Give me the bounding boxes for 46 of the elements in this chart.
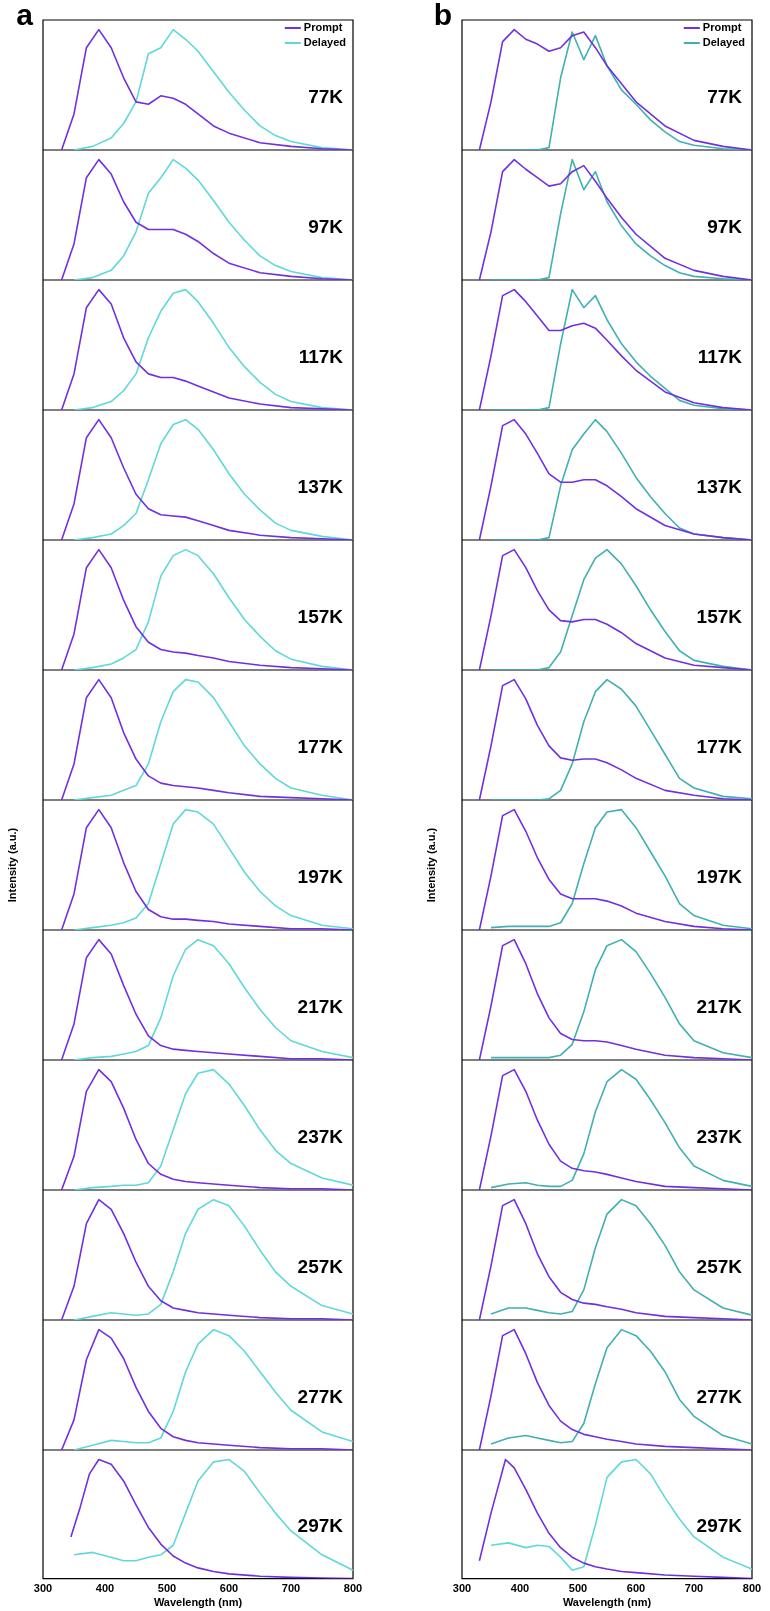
annotation: 77K xyxy=(707,86,743,108)
x-tick-label: 400 xyxy=(95,1582,115,1595)
annotation: 197K xyxy=(696,866,743,888)
x-tick-label: 400 xyxy=(510,1582,530,1595)
x-tick-label: 500 xyxy=(157,1582,177,1595)
x-tick-label: 800 xyxy=(343,1582,363,1595)
x-axis-title: Wavelength (nm) xyxy=(562,1596,652,1609)
annotation: 217K xyxy=(297,996,344,1018)
annotation: 257K xyxy=(696,1256,743,1278)
annotation: 277K xyxy=(297,1386,344,1408)
annotation: 237K xyxy=(696,1126,743,1148)
legend-label: Delayed xyxy=(702,36,746,49)
annotation: 297K xyxy=(297,1515,344,1537)
chart-title: a xyxy=(16,0,34,32)
annotation: 157K xyxy=(297,606,344,628)
annotation: 97K xyxy=(308,216,344,238)
x-tick-label: 500 xyxy=(568,1582,588,1595)
annotation: 157K xyxy=(696,606,743,628)
legend-label: Prompt xyxy=(303,21,343,34)
legend-label: Prompt xyxy=(702,21,742,34)
annotation: 177K xyxy=(696,736,743,758)
x-tick-label: 600 xyxy=(626,1582,646,1595)
annotation: 197K xyxy=(297,866,344,888)
x-tick-label: 300 xyxy=(33,1582,53,1595)
annotation: 137K xyxy=(297,476,344,498)
annotation: 117K xyxy=(697,346,743,368)
y-axis-title: Intensity (a.u.) xyxy=(425,827,438,903)
annotation: 117K xyxy=(298,346,344,368)
legend-label: Delayed xyxy=(303,36,347,49)
annotation: 177K xyxy=(297,736,344,758)
x-tick-label: 800 xyxy=(742,1582,762,1595)
annotation: 217K xyxy=(696,996,743,1018)
annotation: 77K xyxy=(308,86,344,108)
annotation: 137K xyxy=(696,476,743,498)
x-tick-label: 600 xyxy=(219,1582,239,1595)
annotation: 297K xyxy=(696,1515,743,1537)
chart-title: b xyxy=(433,0,452,32)
annotation: 277K xyxy=(696,1386,743,1408)
annotation: 237K xyxy=(297,1126,344,1148)
annotation: 257K xyxy=(297,1256,344,1278)
y-axis-title: Intensity (a.u.) xyxy=(6,827,19,903)
x-tick-label: 700 xyxy=(684,1582,704,1595)
x-tick-label: 300 xyxy=(452,1582,472,1595)
annotation: 97K xyxy=(707,216,743,238)
x-axis-title: Wavelength (nm) xyxy=(153,1596,243,1609)
x-tick-label: 700 xyxy=(281,1582,301,1595)
